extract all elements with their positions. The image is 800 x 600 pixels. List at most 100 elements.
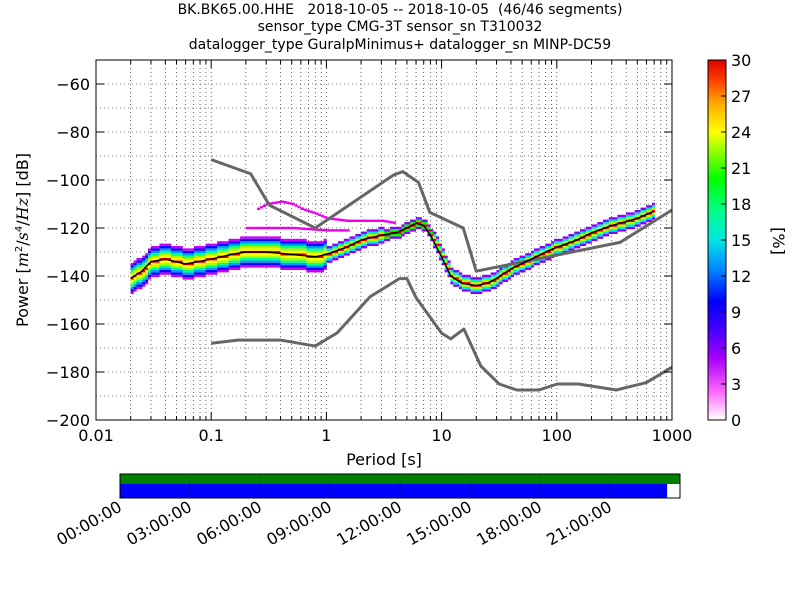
heatmap-cell: [150, 270, 155, 273]
heatmap-cell: [335, 250, 339, 254]
colorbar-tick-label: 24: [731, 123, 751, 142]
heatmap-cell: [145, 260, 149, 263]
heatmap-outlier-cell: [277, 226, 281, 230]
heatmap-cell: [479, 279, 483, 282]
heatmap-cell: [286, 262, 290, 266]
heatmap-outlier-cell: [340, 218, 344, 222]
heatmap-cell: [565, 241, 569, 244]
heatmap-cell: [205, 267, 209, 270]
heatmap-cell: [482, 289, 486, 292]
heatmap-cell: [170, 272, 175, 275]
heatmap-cell: [254, 241, 258, 244]
heatmap-cell: [162, 248, 166, 251]
heatmap-cell: [188, 260, 192, 263]
heatmap-cell: [634, 212, 638, 215]
heatmap-cell: [450, 267, 454, 270]
heatmap-cell: [303, 246, 307, 249]
heatmap-cell: [162, 250, 166, 254]
heatmap-cell: [415, 217, 419, 220]
heatmap-cell: [631, 224, 635, 227]
heatmap-cell: [502, 277, 506, 280]
heatmap-cell: [156, 260, 160, 263]
heatmap-cell: [340, 246, 345, 249]
heatmap-cell: [649, 217, 653, 220]
heatmap-outlier-cell: [289, 226, 293, 230]
heatmap-cell: [412, 219, 417, 222]
heatmap-cell: [303, 238, 307, 242]
heatmap-cell: [130, 286, 134, 290]
heatmap-cell: [473, 282, 477, 285]
heatmap-cell: [412, 224, 417, 227]
heatmap-outlier-cell: [254, 226, 258, 230]
heatmap-cell: [159, 255, 163, 258]
heatmap-cell: [191, 260, 195, 263]
heatmap-cell: [649, 212, 653, 215]
heatmap-cell: [162, 262, 166, 266]
heatmap-outlier-cell: [323, 228, 327, 232]
heatmap-cell: [530, 255, 535, 258]
heatmap-cell: [326, 255, 330, 258]
heatmap-cell: [147, 255, 152, 258]
heatmap-cell: [130, 289, 134, 292]
heatmap-cell: [476, 279, 480, 282]
heatmap-cell: [222, 243, 227, 246]
heatmap-cell: [240, 260, 244, 263]
heatmap-cell: [651, 214, 656, 218]
colorbar-tick-label: 15: [731, 231, 751, 250]
heatmap-cell: [300, 267, 304, 270]
heatmap-cell: [338, 255, 342, 258]
heatmap-cell: [240, 246, 244, 249]
heatmap-cell: [237, 255, 241, 258]
heatmap-cell: [332, 258, 336, 261]
heatmap-cell: [222, 253, 227, 256]
heatmap-cell: [637, 219, 641, 222]
heatmap-cell: [205, 272, 209, 275]
x-tick-label: 0.1: [198, 426, 223, 445]
heatmap-cell: [392, 226, 396, 230]
heatmap-cell: [156, 250, 160, 254]
heatmap-cell: [297, 262, 301, 266]
heatmap-cell: [242, 258, 247, 261]
heatmap-cell: [363, 241, 368, 244]
heatmap-cell: [191, 253, 195, 256]
heatmap-cell: [415, 226, 419, 230]
heatmap-cell: [516, 258, 520, 261]
heatmap-cell: [182, 277, 186, 280]
heatmap-cell: [651, 202, 656, 206]
timeline-tick-label: 00:00:00: [53, 497, 125, 549]
heatmap-cell: [176, 253, 180, 256]
heatmap-cell: [237, 260, 241, 263]
heatmap-cell: [263, 236, 267, 239]
heatmap-cell: [240, 265, 244, 268]
heatmap-cell: [490, 274, 494, 278]
heatmap-cell: [366, 243, 371, 246]
heatmap-cell: [562, 248, 566, 251]
heatmap-cell: [605, 226, 610, 230]
heatmap-cell: [490, 282, 494, 285]
heatmap-cell: [571, 248, 575, 251]
heatmap-cell: [205, 260, 209, 263]
heatmap-cell: [536, 253, 540, 256]
heatmap-cell: [194, 250, 198, 254]
heatmap-cell: [133, 265, 137, 268]
heatmap-cell: [139, 279, 143, 282]
heatmap-cell: [153, 255, 157, 258]
heatmap-cell: [605, 224, 610, 227]
heatmap-cell: [499, 272, 503, 275]
heatmap-cell: [294, 243, 299, 246]
heatmap-cell: [528, 262, 532, 266]
heatmap-cell: [271, 255, 275, 258]
heatmap-cell: [165, 267, 169, 270]
heatmap-cell: [153, 267, 157, 270]
heatmap-cell: [257, 236, 261, 239]
heatmap-cell: [289, 248, 293, 251]
heatmap-cell: [211, 267, 215, 270]
heatmap-cell: [194, 262, 198, 266]
heatmap-cell: [358, 246, 362, 249]
heatmap-cell: [291, 265, 296, 268]
heatmap-cell: [626, 222, 630, 225]
heatmap-outlier-cell: [375, 219, 379, 222]
heatmap-cell: [289, 265, 293, 268]
heatmap-cell: [165, 270, 169, 273]
heatmap-cell: [208, 255, 212, 258]
